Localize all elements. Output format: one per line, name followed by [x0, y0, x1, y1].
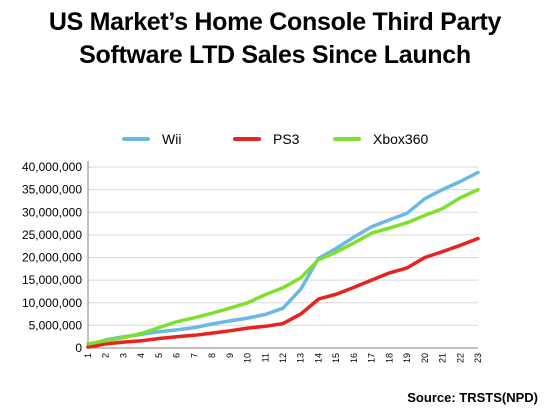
- y-tick-label: 20,000,000: [22, 251, 82, 265]
- x-tick-label: 9: [225, 353, 235, 358]
- x-tick-label: 13: [296, 353, 306, 363]
- x-tick-label: 14: [313, 353, 323, 363]
- y-tick-label: 15,000,000: [22, 273, 82, 287]
- chart-legend: Wii PS3 Xbox360: [0, 127, 550, 151]
- chart-title-line-2: Software LTD Sales Since Launch: [79, 41, 471, 69]
- x-tick-label: 15: [331, 353, 341, 363]
- x-tick-label: 20: [420, 353, 430, 363]
- y-tick-label: 30,000,000: [22, 205, 82, 219]
- x-tick-label: 22: [455, 353, 465, 363]
- x-tick-label: 17: [367, 353, 377, 363]
- x-tick-label: 1: [83, 353, 93, 358]
- x-tick-label: 19: [402, 353, 412, 363]
- series-line-xbox360: [86, 187, 480, 346]
- x-tick-label: 12: [278, 353, 288, 363]
- x-tick-label: 23: [473, 353, 483, 363]
- legend-swatch-ps3: [233, 137, 261, 141]
- x-tick-label: 5: [154, 353, 164, 358]
- legend-label-ps3: PS3: [273, 131, 300, 147]
- chart-title-line-1: US Market’s Home Console Third Party: [48, 8, 502, 36]
- y-tick-label: 35,000,000: [22, 183, 82, 197]
- y-tick-label: 0: [75, 341, 82, 355]
- x-tick-label: 7: [189, 353, 199, 358]
- x-tick-label: 21: [438, 353, 448, 363]
- chart-title: US Market’s Home Console Third Party Sof…: [0, 6, 550, 72]
- x-tick-label: 6: [172, 353, 182, 358]
- y-tick-label: 5,000,000: [29, 318, 83, 332]
- legend-label-wii: Wii: [162, 131, 182, 147]
- x-tick-label: 11: [260, 353, 270, 362]
- x-tick-label: 18: [384, 353, 394, 363]
- source-note: Source: TRSTS(NPD): [407, 390, 538, 405]
- x-tick-label: 16: [349, 353, 359, 363]
- x-tick-label: 3: [118, 353, 128, 358]
- legend-swatch-wii: [122, 137, 150, 141]
- legend-label-xbox360: Xbox360: [373, 131, 429, 147]
- legend-swatch-xbox360: [333, 137, 361, 141]
- series-line-ps3: [86, 236, 480, 349]
- x-tick-label: 10: [243, 353, 253, 363]
- y-tick-label: 10,000,000: [22, 296, 82, 310]
- legend-item-ps3: PS3: [233, 127, 299, 151]
- x-tick-label: 4: [136, 353, 146, 358]
- y-tick-label: 25,000,000: [22, 228, 82, 242]
- legend-item-xbox360: Xbox360: [333, 127, 428, 151]
- y-tick-label: 40,000,000: [22, 160, 82, 174]
- x-tick-label: 2: [101, 353, 111, 358]
- series-line-wii: [86, 170, 480, 348]
- legend-item-wii: Wii: [122, 127, 181, 151]
- x-tick-label: 8: [207, 353, 217, 358]
